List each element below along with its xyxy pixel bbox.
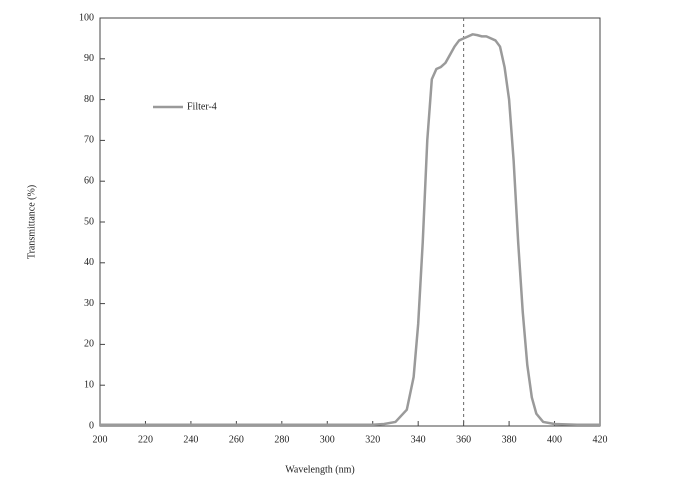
y-tick-label: 50 [84,216,94,227]
y-tick-label: 10 [84,379,94,390]
x-tick-label: 360 [456,434,471,445]
y-tick-label: 80 [84,94,94,105]
x-axis-label: Wavelength (nm) [285,464,354,475]
y-tick-label: 30 [84,298,94,309]
legend-label: Filter-4 [187,101,217,112]
x-tick-label: 280 [274,434,289,445]
x-tick-label: 200 [93,434,108,445]
x-tick-label: 300 [320,434,335,445]
y-tick-label: 90 [84,53,94,64]
x-tick-label: 400 [547,434,562,445]
x-tick-label: 380 [502,434,517,445]
y-tick-label: 70 [84,135,94,146]
series-line [100,33,600,427]
plot-frame [99,17,601,427]
y-tick-label: 0 [89,420,94,431]
y-tick-label: 60 [84,175,94,186]
y-axis-label: Transmittance (%) [26,185,37,259]
x-tick-label: 420 [593,434,608,445]
y-tick-label: 100 [79,12,94,23]
x-tick-label: 260 [229,434,244,445]
x-tick-label: 220 [138,434,153,445]
y-tick-label: 40 [84,257,94,268]
y-tick-label: 20 [84,339,94,350]
x-tick-label: 240 [183,434,198,445]
x-tick-label: 320 [365,434,380,445]
x-tick-label: 340 [411,434,426,445]
